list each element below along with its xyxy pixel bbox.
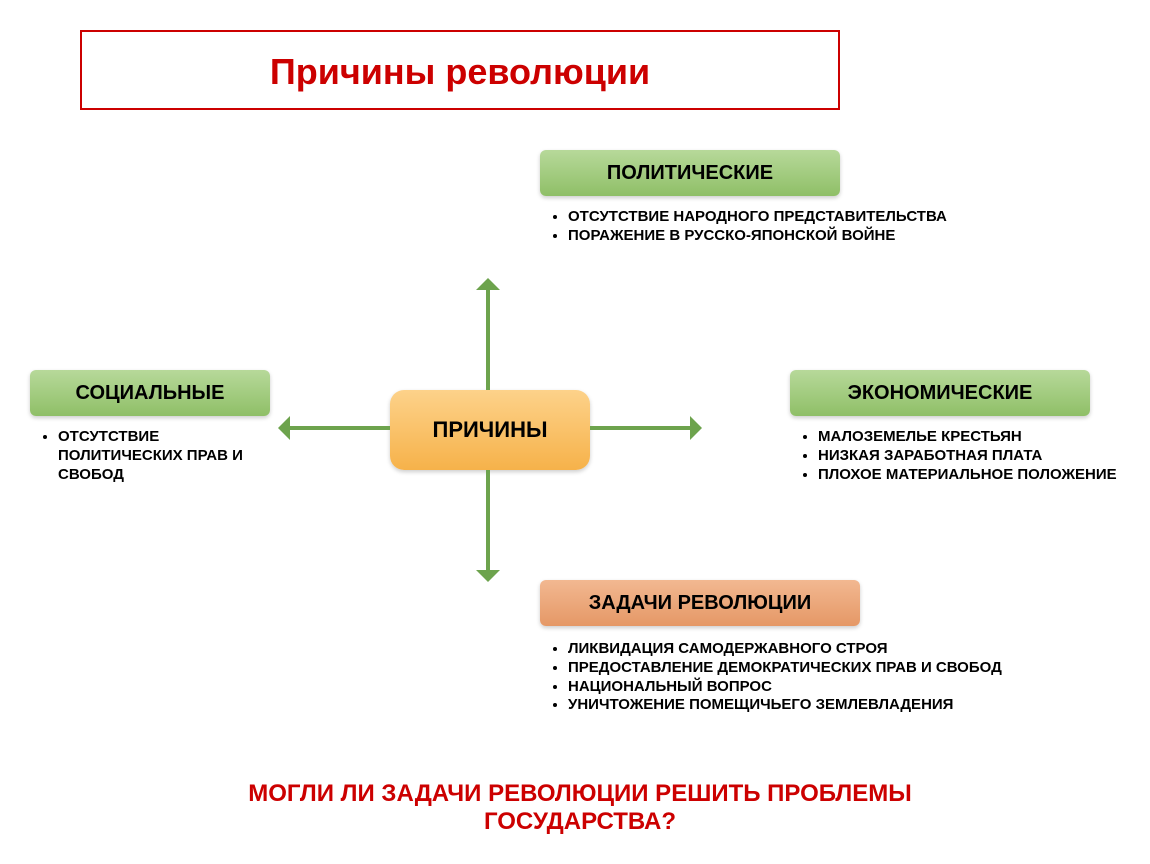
bullet-item: ЛИКВИДАЦИЯ САМОДЕРЖАВНОГО СТРОЯ — [568, 640, 1080, 659]
bullets-political: ОТСУТСТВИЕ НАРОДНОГО ПРЕДСТАВИТЕЛЬСТВАПО… — [540, 208, 1060, 246]
bullet-item: ПРЕДОСТАВЛЕНИЕ ДЕМОКРАТИЧЕСКИХ ПРАВ И СВ… — [568, 659, 1080, 678]
page-title-box: Причины революции — [80, 30, 840, 110]
bullet-item: ПОРАЖЕНИЕ В РУССКО-ЯПОНСКОЙ ВОЙНЕ — [568, 227, 1060, 246]
node-economic: ЭКОНОМИЧЕСКИЕ — [790, 370, 1090, 416]
bullets-tasks: ЛИКВИДАЦИЯ САМОДЕРЖАВНОГО СТРОЯПРЕДОСТАВ… — [540, 640, 1080, 715]
node-tasks-label: ЗАДАЧИ РЕВОЛЮЦИИ — [589, 592, 812, 615]
node-social: СОЦИАЛЬНЫЕ — [30, 370, 270, 416]
bullet-item: НАЦИОНАЛЬНЫЙ ВОПРОС — [568, 678, 1080, 697]
bullet-item: МАЛОЗЕМЕЛЬЕ КРЕСТЬЯН — [818, 428, 1120, 447]
bullets-social: ОТСУТСТВИЕ ПОЛИТИЧЕСКИХ ПРАВ И СВОБОД — [30, 428, 260, 484]
node-political-label: ПОЛИТИЧЕСКИЕ — [607, 162, 773, 185]
bullet-item: УНИЧТОЖЕНИЕ ПОМЕЩИЧЬЕГО ЗЕМЛЕВЛАДЕНИЯ — [568, 696, 1080, 715]
footer-line2: ГОСУДАРСТВА? — [200, 808, 960, 836]
page-title-text: Причины революции — [270, 51, 650, 92]
node-tasks: ЗАДАЧИ РЕВОЛЮЦИИ — [540, 580, 860, 626]
bullets-economic: МАЛОЗЕМЕЛЬЕ КРЕСТЬЯННИЗКАЯ ЗАРАБОТНАЯ ПЛ… — [790, 428, 1120, 484]
node-political: ПОЛИТИЧЕСКИЕ — [540, 150, 840, 196]
bullet-item: НИЗКАЯ ЗАРАБОТНАЯ ПЛАТА — [818, 447, 1120, 466]
bullet-item: ОТСУТСТВИЕ НАРОДНОГО ПРЕДСТАВИТЕЛЬСТВА — [568, 208, 1060, 227]
center-node-label: ПРИЧИНЫ — [433, 417, 548, 443]
footer-line1: МОГЛИ ЛИ ЗАДАЧИ РЕВОЛЮЦИИ РЕШИТЬ ПРОБЛЕМ… — [200, 780, 960, 808]
bullet-item: ПЛОХОЕ МАТЕРИАЛЬНОЕ ПОЛОЖЕНИЕ — [818, 466, 1120, 485]
bullet-item: ОТСУТСТВИЕ ПОЛИТИЧЕСКИХ ПРАВ И СВОБОД — [58, 428, 260, 484]
footer-question: МОГЛИ ЛИ ЗАДАЧИ РЕВОЛЮЦИИ РЕШИТЬ ПРОБЛЕМ… — [200, 780, 960, 836]
center-node-causes: ПРИЧИНЫ — [390, 390, 590, 470]
node-economic-label: ЭКОНОМИЧЕСКИЕ — [848, 382, 1033, 405]
node-social-label: СОЦИАЛЬНЫЕ — [76, 382, 225, 405]
